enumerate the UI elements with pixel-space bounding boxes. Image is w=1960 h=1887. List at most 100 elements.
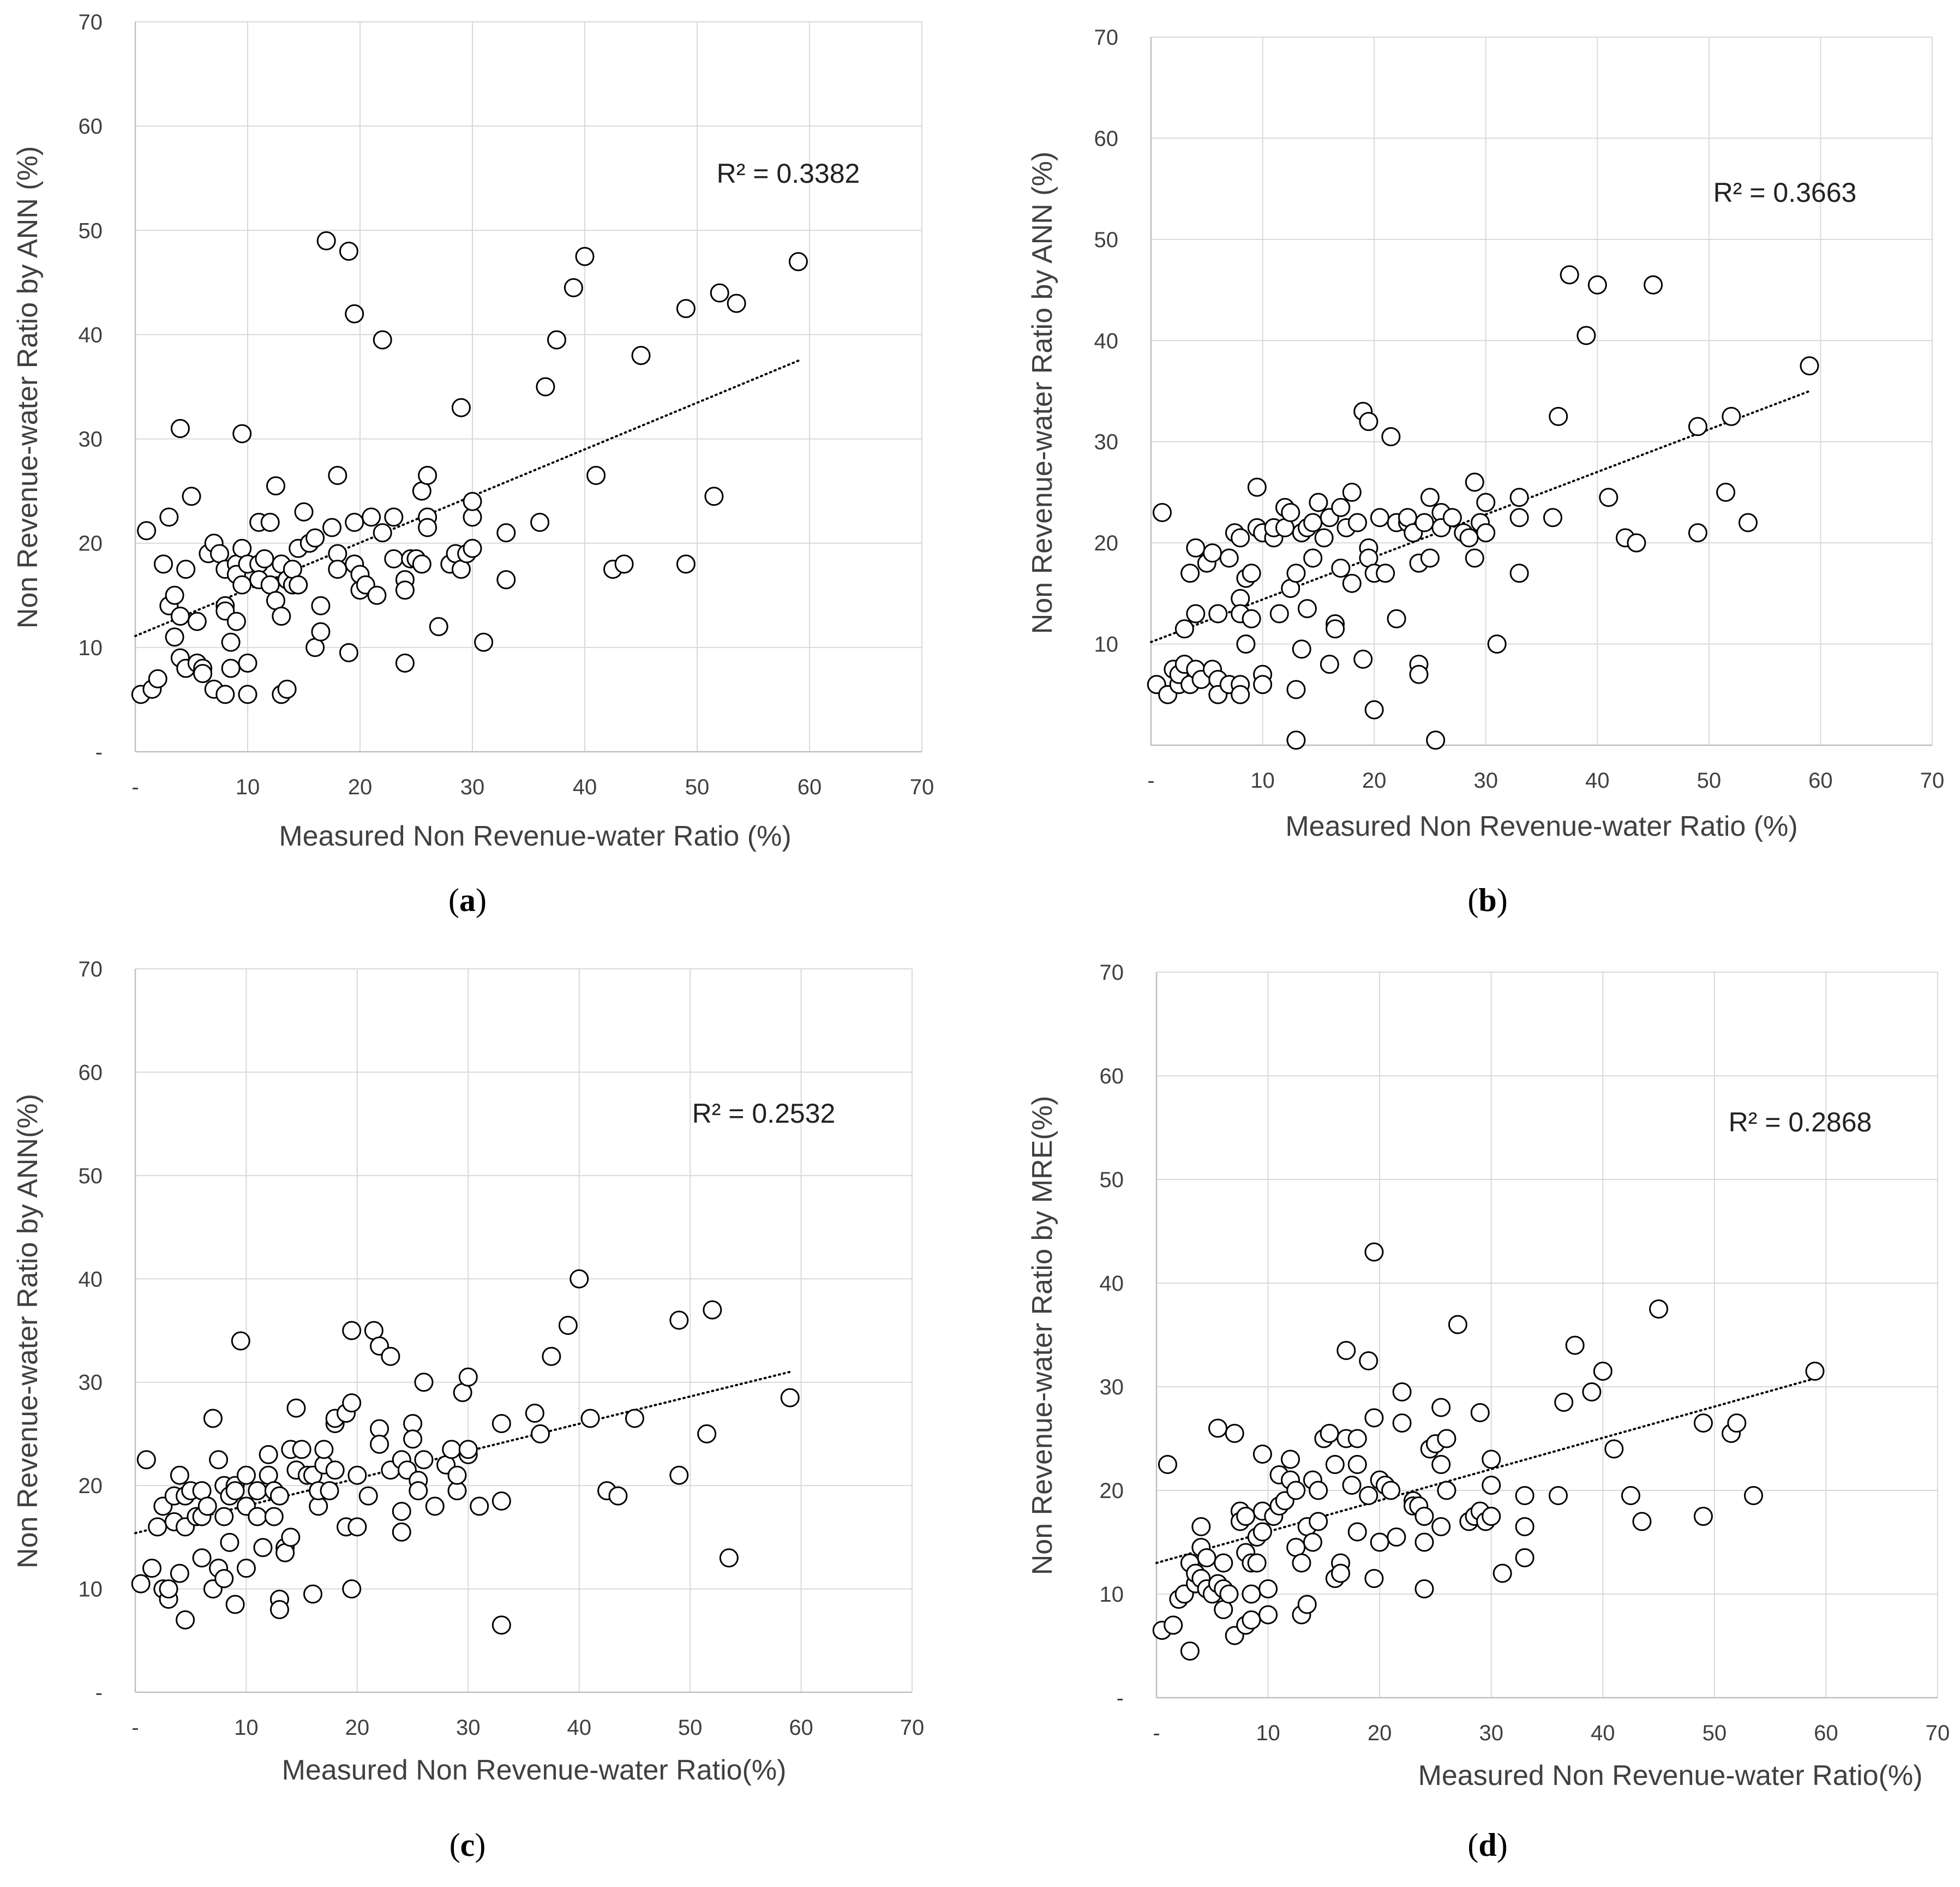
y-tick-label: 60 <box>1094 127 1119 151</box>
data-point <box>176 560 196 579</box>
data-point <box>170 607 190 626</box>
data-point <box>1414 1532 1434 1552</box>
data-point <box>463 492 482 511</box>
data-point <box>1543 508 1562 528</box>
x-tick-label: - <box>1153 1721 1160 1745</box>
data-point <box>418 518 437 537</box>
y-tick-label: 10 <box>1094 633 1119 657</box>
r-squared-label: R² = 0.2868 <box>1729 1107 1872 1137</box>
data-point <box>1621 1486 1640 1505</box>
data-point <box>395 580 415 600</box>
data-point <box>392 1502 411 1521</box>
data-point <box>1303 548 1323 568</box>
data-point <box>136 1450 156 1470</box>
data-point <box>1208 1418 1228 1438</box>
data-point <box>339 242 358 261</box>
x-tick-label: 10 <box>1250 769 1275 793</box>
data-point <box>1364 1242 1384 1262</box>
data-point <box>1509 564 1529 583</box>
data-point <box>530 512 550 532</box>
data-point <box>676 554 696 574</box>
data-point <box>1252 1522 1272 1542</box>
caption-letter: b <box>1478 882 1496 918</box>
data-point <box>1253 675 1273 694</box>
data-point <box>255 549 274 568</box>
y-tick-label: 20 <box>1094 531 1119 555</box>
x-tick-label: - <box>131 775 139 799</box>
x-tick-label: 20 <box>1368 1721 1392 1745</box>
data-point <box>347 1465 367 1485</box>
data-point <box>1470 1403 1490 1422</box>
data-point <box>176 1610 195 1630</box>
data-point <box>1688 417 1707 436</box>
data-point <box>1236 1507 1256 1526</box>
data-point <box>311 622 331 642</box>
data-point <box>1459 528 1479 548</box>
data-point <box>165 585 184 605</box>
y-tick-label: 70 <box>1100 961 1124 985</box>
data-point <box>1347 513 1367 532</box>
y-tick-label: 10 <box>1100 1583 1124 1607</box>
data-point <box>1247 1553 1267 1573</box>
data-point <box>214 1507 234 1526</box>
data-point <box>1549 406 1568 426</box>
data-point <box>558 1316 578 1335</box>
y-tick-label: 60 <box>1100 1064 1124 1088</box>
data-point <box>1219 1584 1239 1604</box>
data-point <box>367 585 387 605</box>
x-tick-label: 10 <box>234 1716 259 1740</box>
data-point <box>1627 533 1646 553</box>
data-point <box>1577 326 1596 345</box>
data-point <box>248 1481 267 1501</box>
data-point <box>458 1367 478 1387</box>
y-tick-label: 20 <box>79 532 103 556</box>
data-point <box>676 299 696 319</box>
data-point <box>1738 513 1758 532</box>
data-point <box>1292 1553 1311 1573</box>
data-point <box>1320 655 1339 674</box>
data-point <box>1482 1507 1501 1526</box>
data-point <box>305 528 325 548</box>
data-point <box>269 1600 289 1619</box>
data-point <box>1342 573 1362 593</box>
data-point <box>159 507 179 527</box>
data-point <box>1560 265 1579 285</box>
caption-paren: ( <box>1467 1827 1478 1863</box>
data-point <box>232 575 252 595</box>
data-point <box>1649 1299 1669 1319</box>
data-point <box>1644 275 1663 295</box>
data-point <box>1247 477 1267 497</box>
data-point <box>614 554 634 574</box>
data-point <box>1554 1393 1574 1412</box>
x-tick-label: 70 <box>1926 1721 1950 1745</box>
data-point <box>1281 503 1300 523</box>
y-axis-title: Non Revenue-water Ratio by ANN (%) <box>1027 152 1058 634</box>
data-point <box>1258 1605 1278 1625</box>
data-point <box>1359 1486 1378 1505</box>
data-point <box>1414 513 1434 532</box>
data-point <box>193 664 213 684</box>
data-point <box>342 1393 362 1413</box>
data-point <box>238 654 257 673</box>
data-point <box>703 1300 722 1320</box>
data-point <box>1236 634 1256 654</box>
data-point <box>625 1409 644 1428</box>
caption-letter: a <box>459 882 476 918</box>
data-point <box>1414 1507 1434 1526</box>
data-point <box>1392 1413 1412 1433</box>
y-tick-label: 30 <box>79 1371 103 1395</box>
data-point <box>1727 1413 1747 1433</box>
data-point <box>536 377 555 397</box>
data-point <box>1331 498 1351 517</box>
chart-panel-d: - 10 20 30 40 50 60 70 - 10 20 30 40 50 60 70 R² = 0.286… <box>1027 961 1950 1863</box>
data-point <box>1242 1584 1261 1604</box>
caption-paren: ) <box>1497 1827 1508 1863</box>
y-tick-label: - <box>95 740 103 764</box>
x-tick-label: 50 <box>1703 1721 1727 1745</box>
data-point <box>1515 1548 1535 1567</box>
data-point <box>269 1486 289 1506</box>
data-point <box>1387 609 1406 628</box>
r-squared-label: R² = 0.3382 <box>717 158 860 189</box>
data-point <box>1359 412 1378 432</box>
data-point <box>1688 523 1707 543</box>
